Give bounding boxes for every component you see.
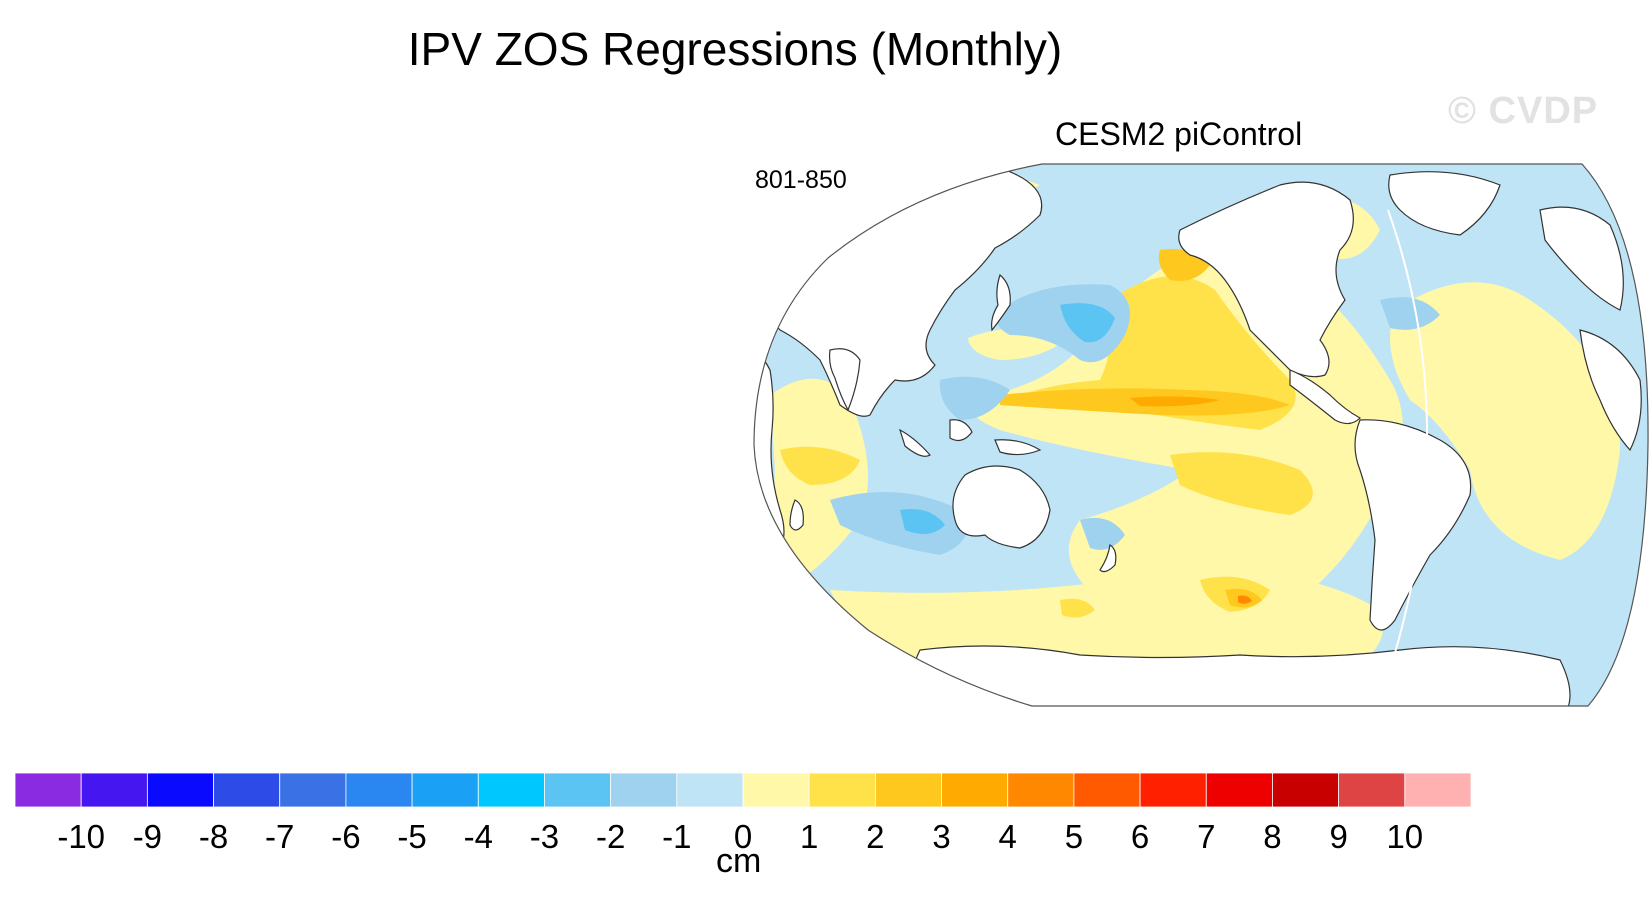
colorbar-swatch bbox=[1205, 772, 1273, 808]
neg3-north-pacific bbox=[1060, 303, 1115, 343]
colorbar-swatch bbox=[941, 772, 1009, 808]
colorbar-tick-label: -7 bbox=[265, 818, 294, 855]
colorbar-tick-label: 4 bbox=[999, 818, 1017, 855]
map-border bbox=[753, 163, 1649, 707]
pos4-equatorial bbox=[1130, 396, 1220, 407]
land-europe-right bbox=[1539, 206, 1624, 311]
neg2-north-pacific bbox=[996, 284, 1130, 363]
pos5-south bbox=[1238, 595, 1252, 604]
colorbar-units: cm bbox=[716, 842, 762, 880]
colorbar-tick-label: 7 bbox=[1197, 818, 1215, 855]
colorbar-tick-label: 2 bbox=[866, 818, 884, 855]
colorbar-tick-label: -1 bbox=[662, 818, 691, 855]
colorbar-tick-label: -4 bbox=[464, 818, 493, 855]
colorbar-swatch bbox=[1007, 772, 1075, 808]
neg-south-atlantic bbox=[1420, 556, 1600, 650]
colorbar-swatch bbox=[14, 772, 82, 808]
pos2-equatorial bbox=[1170, 452, 1313, 515]
colorbar-tick-label: -3 bbox=[530, 818, 559, 855]
panel-subtitle: CESM2 piControl bbox=[1055, 116, 1303, 152]
colorbar-swatch bbox=[345, 772, 413, 808]
colorbar-swatch bbox=[610, 772, 678, 808]
colorbar-tick-label: 0 bbox=[734, 818, 752, 855]
land-new-zealand bbox=[1099, 544, 1117, 573]
land-sumatra bbox=[898, 428, 931, 457]
watermark: © CVDP bbox=[1448, 90, 1599, 132]
colorbar-swatch bbox=[279, 772, 347, 808]
land-madagascar bbox=[789, 499, 804, 531]
colorbar-tick-label: -9 bbox=[133, 818, 162, 855]
colorbar-tick-label: -8 bbox=[199, 818, 228, 855]
colorbar-swatch bbox=[1073, 772, 1141, 808]
land-borneo bbox=[949, 419, 973, 442]
colorbar-swatch bbox=[1272, 772, 1340, 808]
land-india bbox=[828, 348, 861, 412]
land-australia bbox=[952, 465, 1051, 549]
projection-seam bbox=[1379, 209, 1429, 701]
colorbar-swatch bbox=[1139, 772, 1207, 808]
colorbar-tick-label: 6 bbox=[1131, 818, 1149, 855]
colorbar-swatch bbox=[1338, 772, 1406, 808]
land-south-america bbox=[1354, 419, 1472, 631]
land-new-guinea bbox=[994, 439, 1042, 456]
pos2-south-2 bbox=[1060, 598, 1095, 618]
colorbar-tick-label: -2 bbox=[596, 818, 625, 855]
colorbar-tick-label: -10 bbox=[57, 818, 105, 855]
colorbar-tick-label: -6 bbox=[331, 818, 360, 855]
neg2-tasman bbox=[1080, 517, 1125, 550]
land bbox=[754, 164, 1642, 706]
colorbar-tick-label: 3 bbox=[932, 818, 950, 855]
colorbar-swatch bbox=[213, 772, 281, 808]
colorbar-tick-label: 5 bbox=[1065, 818, 1083, 855]
colorbar-swatch bbox=[411, 772, 479, 808]
colorbar-tick-label: -5 bbox=[397, 818, 426, 855]
panel-period: 801-850 bbox=[755, 166, 847, 194]
pos2-indian bbox=[780, 446, 860, 485]
pos-atlantic bbox=[1390, 282, 1620, 560]
colorbar-swatch bbox=[80, 772, 148, 808]
neg2-atlantic-north bbox=[1380, 297, 1440, 330]
colorbar-swatch bbox=[477, 772, 545, 808]
neg2-maritime bbox=[939, 376, 1010, 420]
land-africa-right bbox=[1579, 329, 1642, 452]
colorbar-swatch bbox=[544, 772, 612, 808]
colorbar-tick-label: 9 bbox=[1329, 818, 1347, 855]
plot-title: IPV ZOS Regressions (Monthly) bbox=[407, 23, 1063, 75]
colorbar-swatch bbox=[742, 772, 810, 808]
land-greenland bbox=[1388, 171, 1501, 236]
land-central-america bbox=[1289, 369, 1361, 425]
colorbar-tick-label: 1 bbox=[800, 818, 818, 855]
colorbar-swatch bbox=[874, 772, 942, 808]
colorbar-swatch bbox=[676, 772, 744, 808]
colorbar-swatch bbox=[1404, 772, 1472, 808]
colorbar-swatch bbox=[146, 772, 214, 808]
land-japan bbox=[991, 273, 1011, 332]
land-africa bbox=[754, 339, 785, 556]
colorbar-swatch bbox=[808, 772, 876, 808]
colorbar-tick-label: 10 bbox=[1386, 818, 1423, 855]
neg2-south-indian bbox=[830, 492, 967, 555]
colorbar-tick-label: 8 bbox=[1263, 818, 1281, 855]
land-north-america bbox=[1178, 181, 1354, 378]
neg3-south-indian bbox=[900, 509, 945, 534]
land-antarctica bbox=[911, 645, 1571, 706]
